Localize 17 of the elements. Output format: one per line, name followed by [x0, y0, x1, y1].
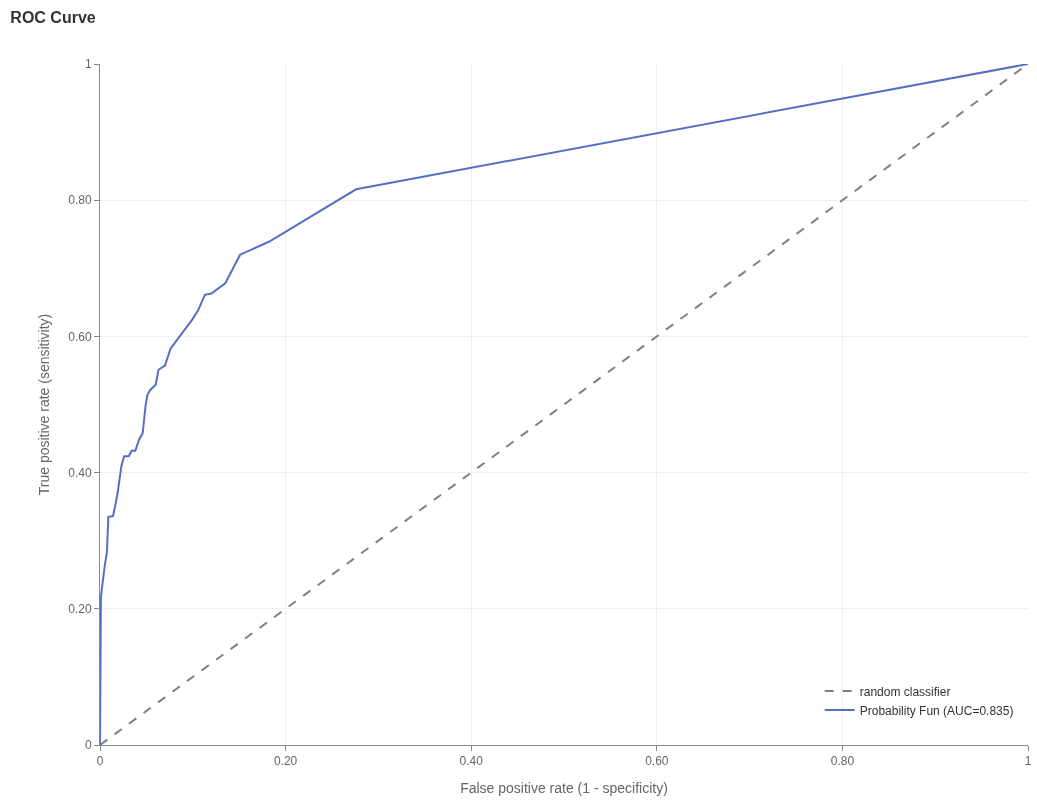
y-tick-label: 1: [84, 57, 92, 72]
y-tick-label: 0.80: [68, 193, 92, 208]
chart-title: ROC Curve: [10, 9, 96, 27]
x-tick-label: 0: [96, 754, 104, 769]
legend-label: Probability Fun (AUC=0.835): [859, 703, 1014, 718]
y-tick-label: 0.20: [68, 602, 92, 616]
x-tick-label: 1: [1024, 754, 1032, 769]
x-axis-title: False positive rate (1 - specificity): [460, 779, 668, 796]
x-tick-label: 0.40: [459, 754, 484, 769]
x-tick-label: 0.80: [830, 754, 855, 769]
y-tick-label: 0.40: [68, 465, 92, 480]
y-tick-label: 0.60: [68, 329, 92, 344]
y-axis-title: True positive rate (sensitivity): [35, 313, 52, 496]
legend-label: random classifier: [859, 684, 951, 699]
y-tick-label: 0: [84, 738, 92, 753]
x-tick-label: 0.20: [273, 754, 298, 769]
x-tick-label: 0.60: [645, 754, 669, 769]
